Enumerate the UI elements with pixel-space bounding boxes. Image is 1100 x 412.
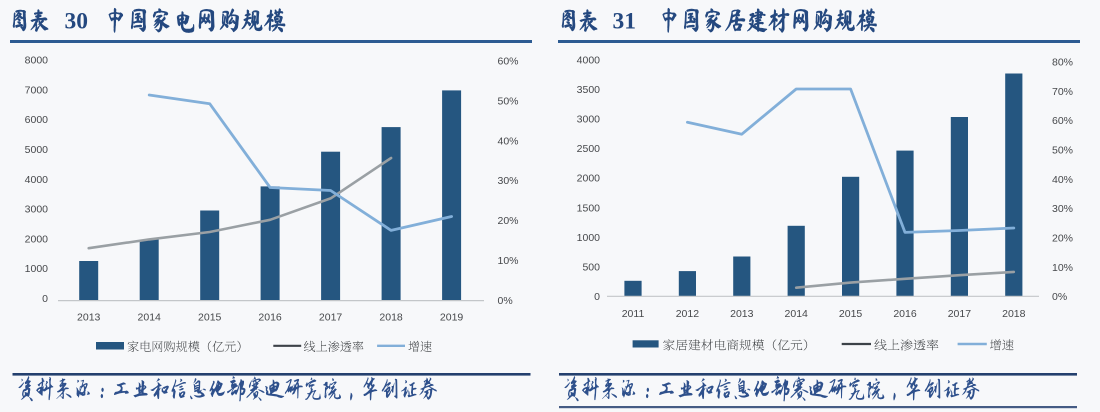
svg-text:2500: 2500	[577, 143, 601, 155]
svg-text:1000: 1000	[577, 232, 601, 244]
svg-text:10%: 10%	[1052, 262, 1073, 274]
svg-text:2017: 2017	[319, 312, 343, 324]
svg-text:70%: 70%	[1052, 86, 1073, 98]
svg-text:2016: 2016	[258, 312, 282, 324]
svg-text:60%: 60%	[1052, 115, 1073, 127]
svg-text:0: 0	[594, 291, 600, 303]
svg-text:2018: 2018	[379, 312, 403, 324]
svg-text:60%: 60%	[498, 56, 519, 68]
svg-text:4000: 4000	[577, 55, 601, 67]
svg-text:2016: 2016	[893, 308, 917, 320]
svg-text:30: 30	[65, 9, 89, 35]
svg-text:3000: 3000	[25, 204, 49, 216]
svg-text:3500: 3500	[577, 84, 601, 96]
svg-text:2015: 2015	[198, 312, 222, 324]
svg-text:31: 31	[613, 9, 637, 35]
svg-text:30%: 30%	[1052, 203, 1073, 215]
svg-text:4000: 4000	[25, 174, 49, 186]
svg-text:50%: 50%	[1052, 145, 1073, 157]
svg-text:50%: 50%	[498, 95, 519, 107]
svg-text:10%: 10%	[498, 255, 519, 267]
svg-text:2014: 2014	[138, 312, 162, 324]
svg-text:2013: 2013	[77, 312, 101, 324]
svg-text:5000: 5000	[25, 144, 49, 156]
svg-text:0%: 0%	[498, 295, 513, 307]
svg-text:1500: 1500	[577, 202, 601, 214]
svg-text:7000: 7000	[25, 84, 49, 96]
svg-text:0: 0	[42, 293, 48, 305]
svg-text:0%: 0%	[1052, 291, 1067, 303]
svg-text:8000: 8000	[25, 55, 49, 67]
svg-text:500: 500	[582, 261, 600, 273]
svg-text:2013: 2013	[730, 308, 754, 320]
svg-text:2011: 2011	[622, 308, 645, 320]
svg-text:1000: 1000	[25, 263, 49, 275]
svg-text:2019: 2019	[440, 312, 464, 324]
svg-text:20%: 20%	[498, 215, 519, 227]
svg-text:3000: 3000	[577, 114, 601, 126]
svg-text:30%: 30%	[498, 175, 519, 187]
svg-text:2000: 2000	[25, 233, 49, 245]
svg-text:80%: 80%	[1052, 56, 1073, 68]
svg-text:6000: 6000	[25, 114, 49, 126]
svg-text:2018: 2018	[1002, 308, 1026, 320]
svg-text:20%: 20%	[1052, 233, 1073, 245]
svg-text:2015: 2015	[839, 308, 863, 320]
svg-text:2017: 2017	[948, 308, 972, 320]
svg-text:2014: 2014	[785, 308, 809, 320]
svg-text:2000: 2000	[577, 173, 601, 185]
svg-text:2012: 2012	[676, 308, 700, 320]
svg-text:40%: 40%	[1052, 174, 1073, 186]
svg-text:40%: 40%	[498, 135, 519, 147]
